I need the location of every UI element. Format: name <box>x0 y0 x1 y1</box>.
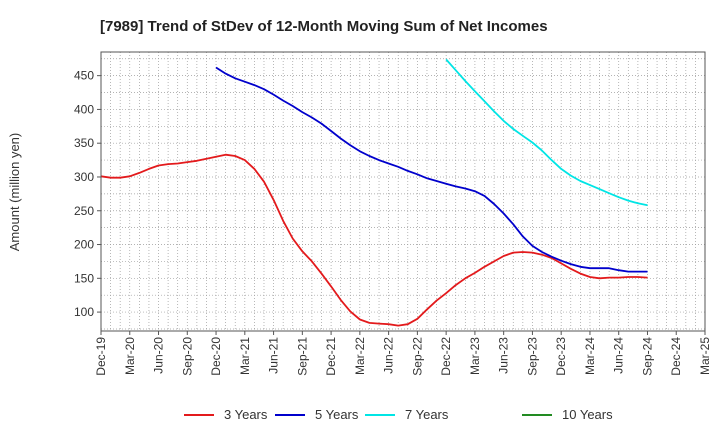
x-tick-label: Sep-24 <box>640 337 654 376</box>
x-tick-label: Mar-21 <box>238 337 252 375</box>
y-axis: 100 150 200 250 300 350 400 450 <box>74 69 101 319</box>
legend: 3 Years 5 Years 7 Years 10 Years <box>184 407 613 422</box>
series-line-5-years <box>215 66 648 273</box>
y-axis-label: Amount (million yen) <box>7 133 22 252</box>
x-tick-label: Dec-21 <box>324 337 338 376</box>
x-tick-label: Jun-24 <box>612 337 626 374</box>
x-tick-label: Dec-24 <box>669 337 683 376</box>
x-tick-label: Dec-23 <box>554 337 568 376</box>
y-tick-label: 350 <box>74 136 94 150</box>
plot-frame <box>100 51 706 332</box>
series-line-3-years <box>100 153 648 327</box>
x-tick-label: Mar-24 <box>583 337 597 375</box>
x-tick-label: Jun-21 <box>267 337 281 374</box>
y-tick-label: 300 <box>74 170 94 184</box>
chart-title: [7989] Trend of StDev of 12-Month Moving… <box>100 18 548 35</box>
legend-label-3-years: 3 Years <box>224 407 268 422</box>
x-tick-label: Mar-22 <box>353 337 367 375</box>
x-tick-label: Jun-20 <box>152 337 166 374</box>
y-tick-label: 450 <box>74 69 94 83</box>
x-tick-label: Mar-23 <box>468 337 482 375</box>
grid <box>101 52 705 331</box>
y-tick-label: 200 <box>74 238 94 252</box>
x-tick-label: Sep-20 <box>180 337 194 376</box>
x-tick-label: Dec-22 <box>439 337 453 376</box>
legend-label-10-years: 10 Years <box>562 407 613 422</box>
x-tick-label: Dec-20 <box>209 337 223 376</box>
series-lines <box>100 58 648 327</box>
x-tick-label: Jun-22 <box>382 337 396 374</box>
x-tick-label: Jun-23 <box>497 337 511 374</box>
x-tick-label: Sep-22 <box>410 337 424 376</box>
x-tick-label: Sep-23 <box>525 337 539 376</box>
x-tick-label: Sep-21 <box>295 337 309 376</box>
x-tick-label: Mar-20 <box>123 337 137 375</box>
y-tick-label: 150 <box>74 271 94 285</box>
y-tick-label: 100 <box>74 305 94 319</box>
series-line-7-years <box>445 58 648 207</box>
legend-label-7-years: 7 Years <box>405 407 449 422</box>
x-tick-label: Dec-19 <box>94 337 108 376</box>
y-tick-label: 400 <box>74 102 94 116</box>
x-axis: Dec-19 Mar-20 Jun-20 Sep-20 Dec-20 Mar-21 Jun-… <box>94 331 712 376</box>
x-tick-label: Mar-25 <box>698 337 712 375</box>
legend-label-5-years: 5 Years <box>315 407 359 422</box>
y-tick-label: 250 <box>74 204 94 218</box>
